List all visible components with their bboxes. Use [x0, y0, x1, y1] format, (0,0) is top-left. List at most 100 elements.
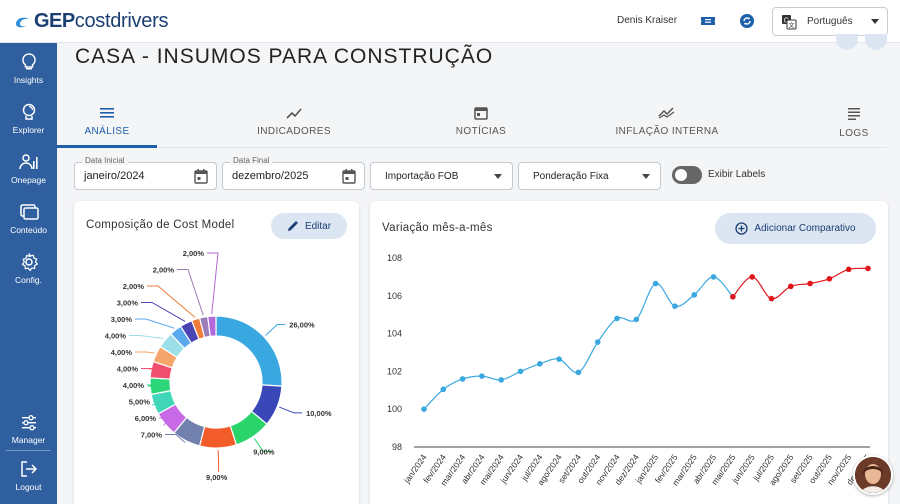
data-point[interactable] [556, 356, 562, 362]
tab-logs[interactable]: LOGS [827, 100, 881, 139]
start-date-field[interactable]: Data Inicial janeiro/2024 [74, 156, 217, 190]
data-point[interactable] [498, 377, 505, 383]
data-point[interactable] [691, 292, 698, 298]
donut-leader-line [279, 406, 303, 414]
sidebar-item-label: Config. [15, 275, 42, 285]
avatar[interactable] [853, 455, 893, 495]
donut-slice[interactable] [215, 315, 283, 387]
donut-slice[interactable] [207, 315, 217, 338]
ticket-icon[interactable] [700, 13, 716, 29]
donut-data-label: 3,00% [111, 315, 133, 324]
donut-data-label: 4,00% [105, 332, 127, 341]
data-point[interactable] [479, 373, 485, 379]
sync-icon[interactable] [739, 13, 755, 29]
translate-icon: G 文 [782, 14, 797, 29]
import-type-select[interactable]: Importação FOB [370, 162, 513, 190]
plus-circle-icon [735, 222, 749, 235]
log-icon [848, 108, 860, 120]
gep-costdrivers-logo[interactable]: GEP costdrivers [14, 10, 168, 33]
data-point[interactable] [537, 361, 543, 367]
donut-data-label: 7,00% [141, 431, 163, 440]
donut-slice[interactable] [198, 424, 238, 449]
data-point[interactable] [594, 339, 601, 345]
end-date-field[interactable]: Data Final dezembro/2025 [222, 156, 365, 190]
language-select[interactable]: G 文 Português [772, 7, 888, 36]
data-point[interactable] [710, 274, 717, 280]
data-point[interactable] [633, 316, 640, 323]
logo-gep-text: GEP [34, 10, 75, 32]
data-point[interactable] [826, 275, 833, 282]
sidebar-item-onepage[interactable]: Onepage [0, 152, 57, 185]
donut-data-label: 4,00% [123, 381, 145, 390]
donut-leader-line [207, 252, 219, 315]
data-point[interactable] [517, 368, 524, 375]
data-point[interactable] [865, 265, 871, 272]
add-comparative-button[interactable]: Adicionar Comparativo [715, 213, 876, 244]
donut-leader-line [265, 323, 286, 336]
data-point[interactable] [459, 376, 466, 382]
data-point[interactable] [787, 283, 794, 290]
data-point[interactable] [421, 406, 427, 412]
data-point[interactable] [440, 386, 447, 393]
composition-title: Composição de Cost Model [86, 219, 235, 231]
sidebar-item-label: Manager [11, 435, 46, 445]
sidebar-item-logout[interactable]: Logout [0, 459, 57, 492]
series-line [732, 267, 869, 300]
calendar-icon [474, 107, 488, 120]
end-date-value: dezembro/2025 [232, 170, 309, 182]
donut-data-label: 4,00% [117, 365, 139, 374]
donut-leader-line [147, 285, 196, 318]
composition-donut-chart: 26,00% 10,00% 9,00% 9,00% 7,00% 6,00% 5,00% 4,0… [105, 249, 332, 482]
sidebar-item-insights[interactable]: Insights [0, 52, 57, 85]
donut-data-label: 5,00% [129, 398, 151, 407]
end-date-label: Data Final [230, 156, 273, 165]
donut-leader-line [135, 318, 175, 329]
edit-button[interactable]: Editar [271, 213, 347, 239]
show-labels-toggle[interactable] [672, 166, 702, 184]
calendar-icon[interactable] [194, 169, 208, 184]
weighting-select[interactable]: Ponderação Fixa [518, 162, 661, 190]
sliders-icon [21, 415, 36, 431]
sidebar-item-label: Conteúdo [10, 225, 47, 235]
donut-data-label: 10,00% [306, 409, 332, 418]
user-name[interactable]: Denis Kraiser [617, 15, 678, 26]
calendar-icon[interactable] [342, 169, 356, 184]
donut-leader-line [217, 449, 220, 472]
donut-data-label: 3,00% [117, 299, 139, 308]
data-point[interactable] [614, 315, 620, 322]
tab-inflacao-interna[interactable]: INFLAÇÃO INTERNA [607, 100, 727, 137]
sidebar-item-explorer[interactable]: Explorer [0, 102, 57, 135]
sidebar-item-conteudo[interactable]: Conteúdo [0, 202, 57, 235]
page-title: CASA - INSUMOS PARA CONSTRUÇÃO [75, 45, 494, 68]
language-value: Português [807, 16, 853, 27]
prev-circle-button[interactable] [836, 34, 858, 50]
trend-icon [286, 108, 302, 119]
y-tick-label: 98 [392, 442, 402, 452]
sidebar-item-config[interactable]: Config. [0, 252, 57, 285]
data-point[interactable] [845, 266, 852, 273]
chevron-down-icon [494, 174, 502, 179]
donut-data-label: 9,00% [206, 473, 228, 482]
donut-leader-line [177, 269, 204, 316]
data-point[interactable] [672, 303, 678, 309]
start-date-label: Data Inicial [82, 156, 128, 165]
toggle-knob [675, 169, 687, 181]
tab-analise[interactable]: ANÁLISE [57, 100, 157, 137]
donut-leader-line [151, 401, 165, 406]
data-point[interactable] [768, 295, 775, 302]
tab-noticias[interactable]: NOTÍCIAS [431, 100, 531, 137]
pencil-icon [287, 221, 298, 231]
data-point[interactable] [575, 369, 582, 376]
onepage-icon [18, 154, 38, 170]
lightbulb-icon [21, 53, 36, 70]
donut-leader-line [141, 368, 153, 370]
sidebar-item-manager[interactable]: Manager [0, 412, 57, 445]
tab-indicadores[interactable]: INDICADORES [244, 100, 344, 137]
data-point[interactable] [807, 280, 813, 287]
data-point[interactable] [730, 293, 736, 300]
next-circle-button[interactable] [865, 34, 887, 50]
data-point[interactable] [749, 274, 755, 280]
data-point[interactable] [652, 280, 659, 287]
user-photo-icon [855, 457, 891, 493]
donut-data-label: 2,00% [153, 266, 175, 275]
